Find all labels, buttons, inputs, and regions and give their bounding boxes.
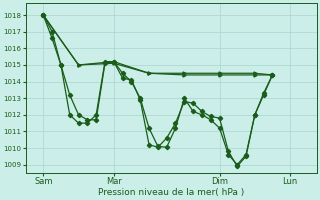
X-axis label: Pression niveau de la mer( hPa ): Pression niveau de la mer( hPa ) [98,188,244,197]
